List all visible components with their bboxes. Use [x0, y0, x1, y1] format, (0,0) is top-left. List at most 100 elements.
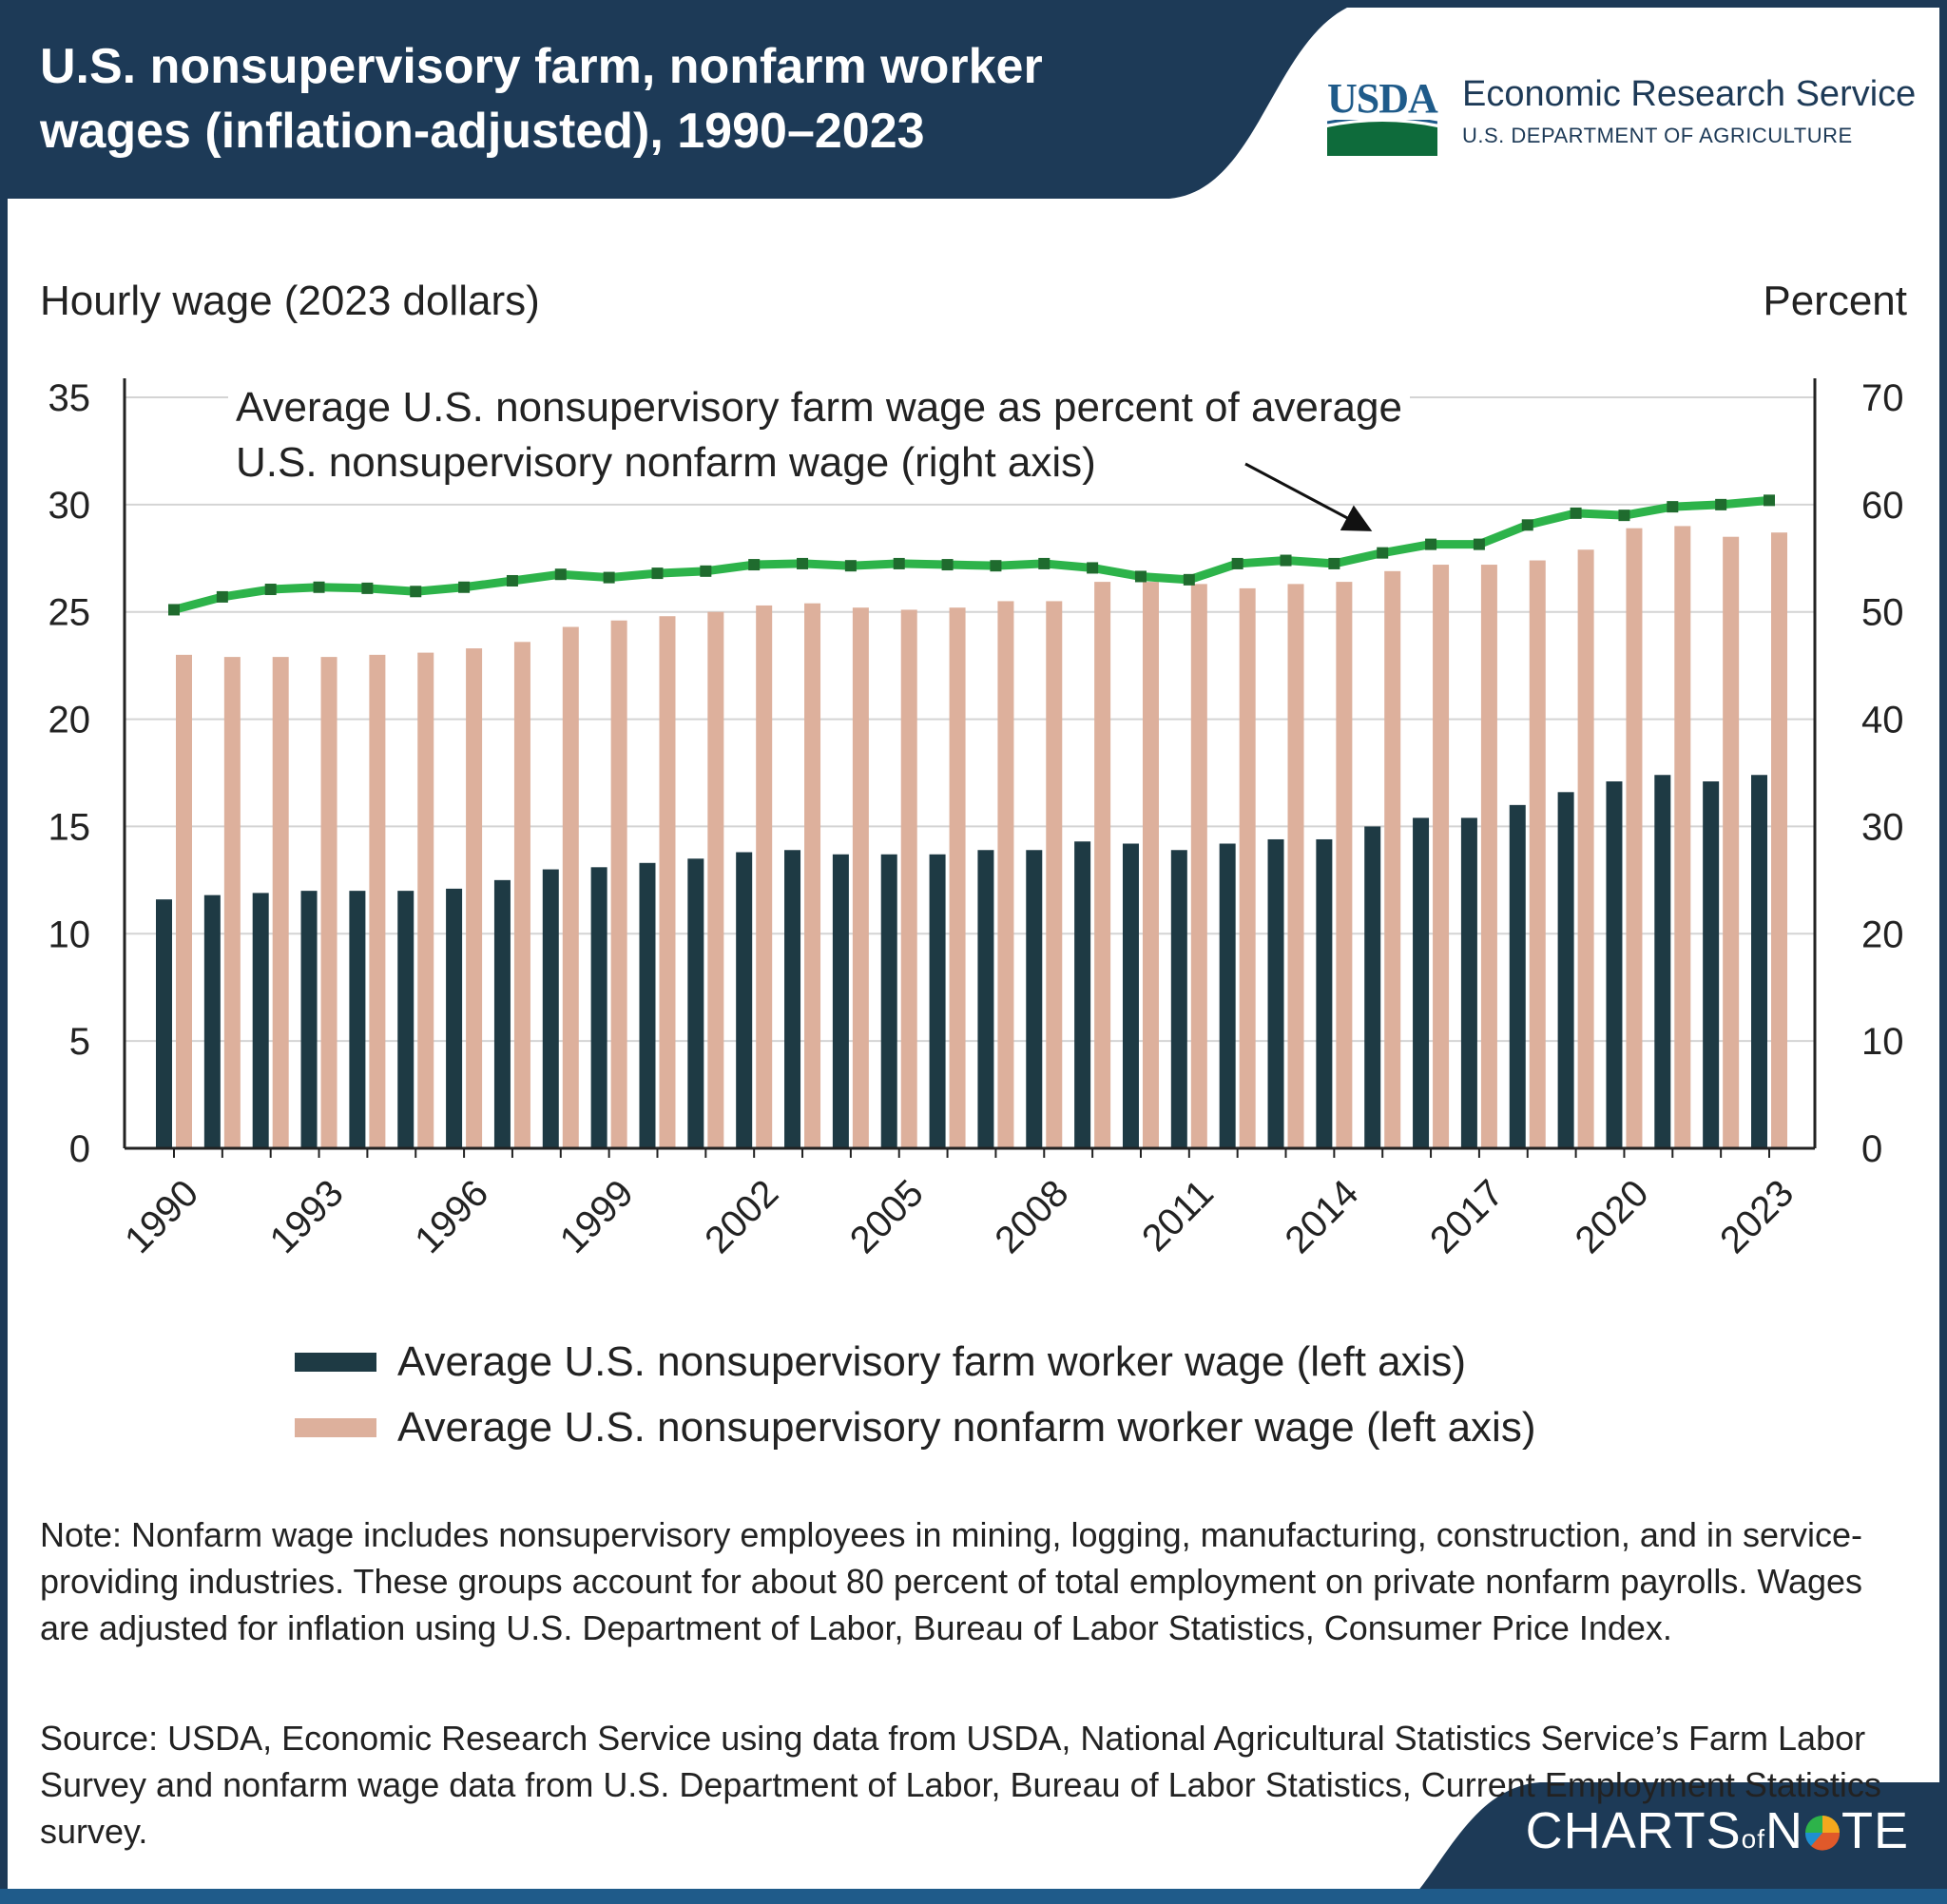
- bar-nonfarm-2009: [1094, 582, 1111, 1148]
- agency-name: Economic Research Service: [1462, 74, 1917, 114]
- line-marker-1995: [410, 586, 422, 598]
- line-marker-2014: [1328, 557, 1340, 569]
- pie-icon: [1804, 1816, 1840, 1851]
- bar-farm-2016: [1413, 817, 1430, 1148]
- bar-farm-1990: [156, 899, 172, 1148]
- x-tick-label: 1999: [552, 1172, 642, 1261]
- line-marker-2019: [1570, 507, 1582, 519]
- left-axis-title: Hourly wage (2023 dollars): [40, 278, 540, 324]
- x-tick-label: 2008: [987, 1172, 1076, 1261]
- bar-farm-2002: [736, 852, 753, 1148]
- line-marker-2010: [1134, 570, 1147, 583]
- line-marker-1990: [168, 604, 180, 616]
- bar-farm-1997: [493, 879, 511, 1148]
- bar-nonfarm-1994: [369, 654, 386, 1148]
- line-marker-2012: [1231, 557, 1243, 569]
- line-marker-1992: [264, 584, 277, 596]
- bar-nonfarm-2008: [1046, 601, 1063, 1148]
- bar-nonfarm-1993: [320, 657, 337, 1148]
- bar-nonfarm-2002: [756, 605, 773, 1148]
- legend-label-farm: Average U.S. nonsupervisory farm worker …: [397, 1338, 1467, 1385]
- line-marker-1996: [458, 581, 471, 593]
- bar-nonfarm-2023: [1771, 532, 1787, 1148]
- charts-of-note-logo: CHARTSofN TE: [1526, 1801, 1909, 1860]
- y-tick-right: 30: [1861, 806, 1904, 848]
- x-tick-label: 2014: [1277, 1172, 1366, 1261]
- note-text: Note: Nonfarm wage includes nonsuperviso…: [40, 1515, 1863, 1647]
- bar-nonfarm-2012: [1239, 587, 1256, 1148]
- line-marker-2004: [844, 560, 857, 572]
- percent-line: [172, 495, 1770, 614]
- line-marker-2000: [651, 567, 664, 580]
- bar-nonfarm-2019: [1577, 549, 1594, 1148]
- y-tick-right: 0: [1861, 1128, 1882, 1170]
- x-tick-label: 2005: [842, 1172, 932, 1261]
- bar-farm-1998: [542, 869, 559, 1148]
- y-tick-right: 50: [1861, 592, 1904, 634]
- bar-farm-2021: [1654, 775, 1671, 1148]
- bar-farm-2014: [1316, 838, 1333, 1148]
- line-marker-2018: [1521, 519, 1533, 531]
- bar-farm-2020: [1606, 781, 1623, 1148]
- bar-farm-2003: [784, 850, 801, 1148]
- bar-nonfarm-2017: [1480, 565, 1497, 1148]
- bar-nonfarm-2006: [949, 607, 966, 1148]
- line-marker-2001: [700, 565, 712, 577]
- line-marker-1998: [554, 568, 567, 581]
- bar-nonfarm-2011: [1190, 584, 1207, 1148]
- department-name: U.S. DEPARTMENT OF AGRICULTURE: [1462, 124, 1853, 147]
- x-tick-label: 2020: [1568, 1172, 1657, 1261]
- line-marker-2003: [797, 557, 809, 569]
- bar-nonfarm-2014: [1336, 582, 1353, 1148]
- brand-part: of: [1741, 1824, 1765, 1854]
- line-marker-2002: [748, 559, 761, 571]
- bar-farm-2013: [1267, 838, 1284, 1148]
- line-marker-2021: [1667, 501, 1679, 513]
- bar-farm-2009: [1074, 841, 1091, 1148]
- line-marker-2013: [1280, 554, 1292, 567]
- y-tick-left: 15: [48, 806, 91, 848]
- source-text: Source: USDA, Economic Research Service …: [40, 1719, 1881, 1851]
- x-tick-label: 2017: [1422, 1172, 1512, 1261]
- bar-nonfarm-1997: [513, 642, 530, 1148]
- bar-farm-2001: [687, 858, 704, 1148]
- chart: 0 5 10 15 20 25 30 35 0 10 20 30 40 50 60 70 1990 1993 199…: [48, 377, 1904, 1261]
- bar-farm-1993: [300, 891, 318, 1148]
- bar-nonfarm-2015: [1384, 570, 1401, 1148]
- legend-swatch-farm: [295, 1353, 376, 1372]
- line-marker-2007: [990, 560, 1002, 572]
- bar-farm-2007: [977, 850, 994, 1148]
- bar-nonfarm-2000: [659, 616, 676, 1148]
- annotation-line-2: U.S. nonsupervisory nonfarm wage (right …: [236, 439, 1096, 486]
- x-tick-label: 1990: [117, 1172, 206, 1261]
- bar-nonfarm-2001: [707, 611, 724, 1148]
- y-tick-right: 70: [1861, 377, 1904, 419]
- bar-farm-2010: [1122, 843, 1139, 1148]
- line-marker-2009: [1087, 562, 1099, 574]
- line-marker-1999: [603, 571, 615, 584]
- x-tick-label: 2023: [1712, 1172, 1802, 1261]
- bar-nonfarm-1990: [176, 654, 192, 1148]
- y-tick-left: 35: [48, 377, 91, 419]
- bar-nonfarm-2018: [1529, 560, 1546, 1148]
- x-tick-label: 1993: [262, 1172, 352, 1261]
- y-tick-right: 20: [1861, 914, 1904, 955]
- bar-farm-2004: [832, 854, 849, 1148]
- line-marker-2016: [1425, 538, 1437, 550]
- line-marker-2015: [1377, 547, 1389, 559]
- bar-nonfarm-1991: [223, 657, 241, 1148]
- line-marker-2023: [1764, 494, 1775, 507]
- line-marker-2006: [941, 559, 954, 571]
- bar-farm-2011: [1170, 850, 1187, 1148]
- bar-farm-1991: [203, 894, 221, 1148]
- line-annotation: Average U.S. nonsupervisory farm wage as…: [228, 380, 1410, 490]
- y-tick-left: 20: [48, 700, 91, 741]
- y-tick-right: 60: [1861, 485, 1904, 527]
- legend-label-nonfarm: Average U.S. nonsupervisory nonfarm work…: [397, 1404, 1536, 1451]
- line-marker-2022: [1715, 498, 1727, 510]
- chart-title: U.S. nonsupervisory farm, nonfarm worker…: [40, 39, 1043, 159]
- bar-nonfarm-2005: [900, 609, 917, 1148]
- line-marker-2020: [1618, 510, 1630, 522]
- bar-farm-2018: [1509, 804, 1526, 1148]
